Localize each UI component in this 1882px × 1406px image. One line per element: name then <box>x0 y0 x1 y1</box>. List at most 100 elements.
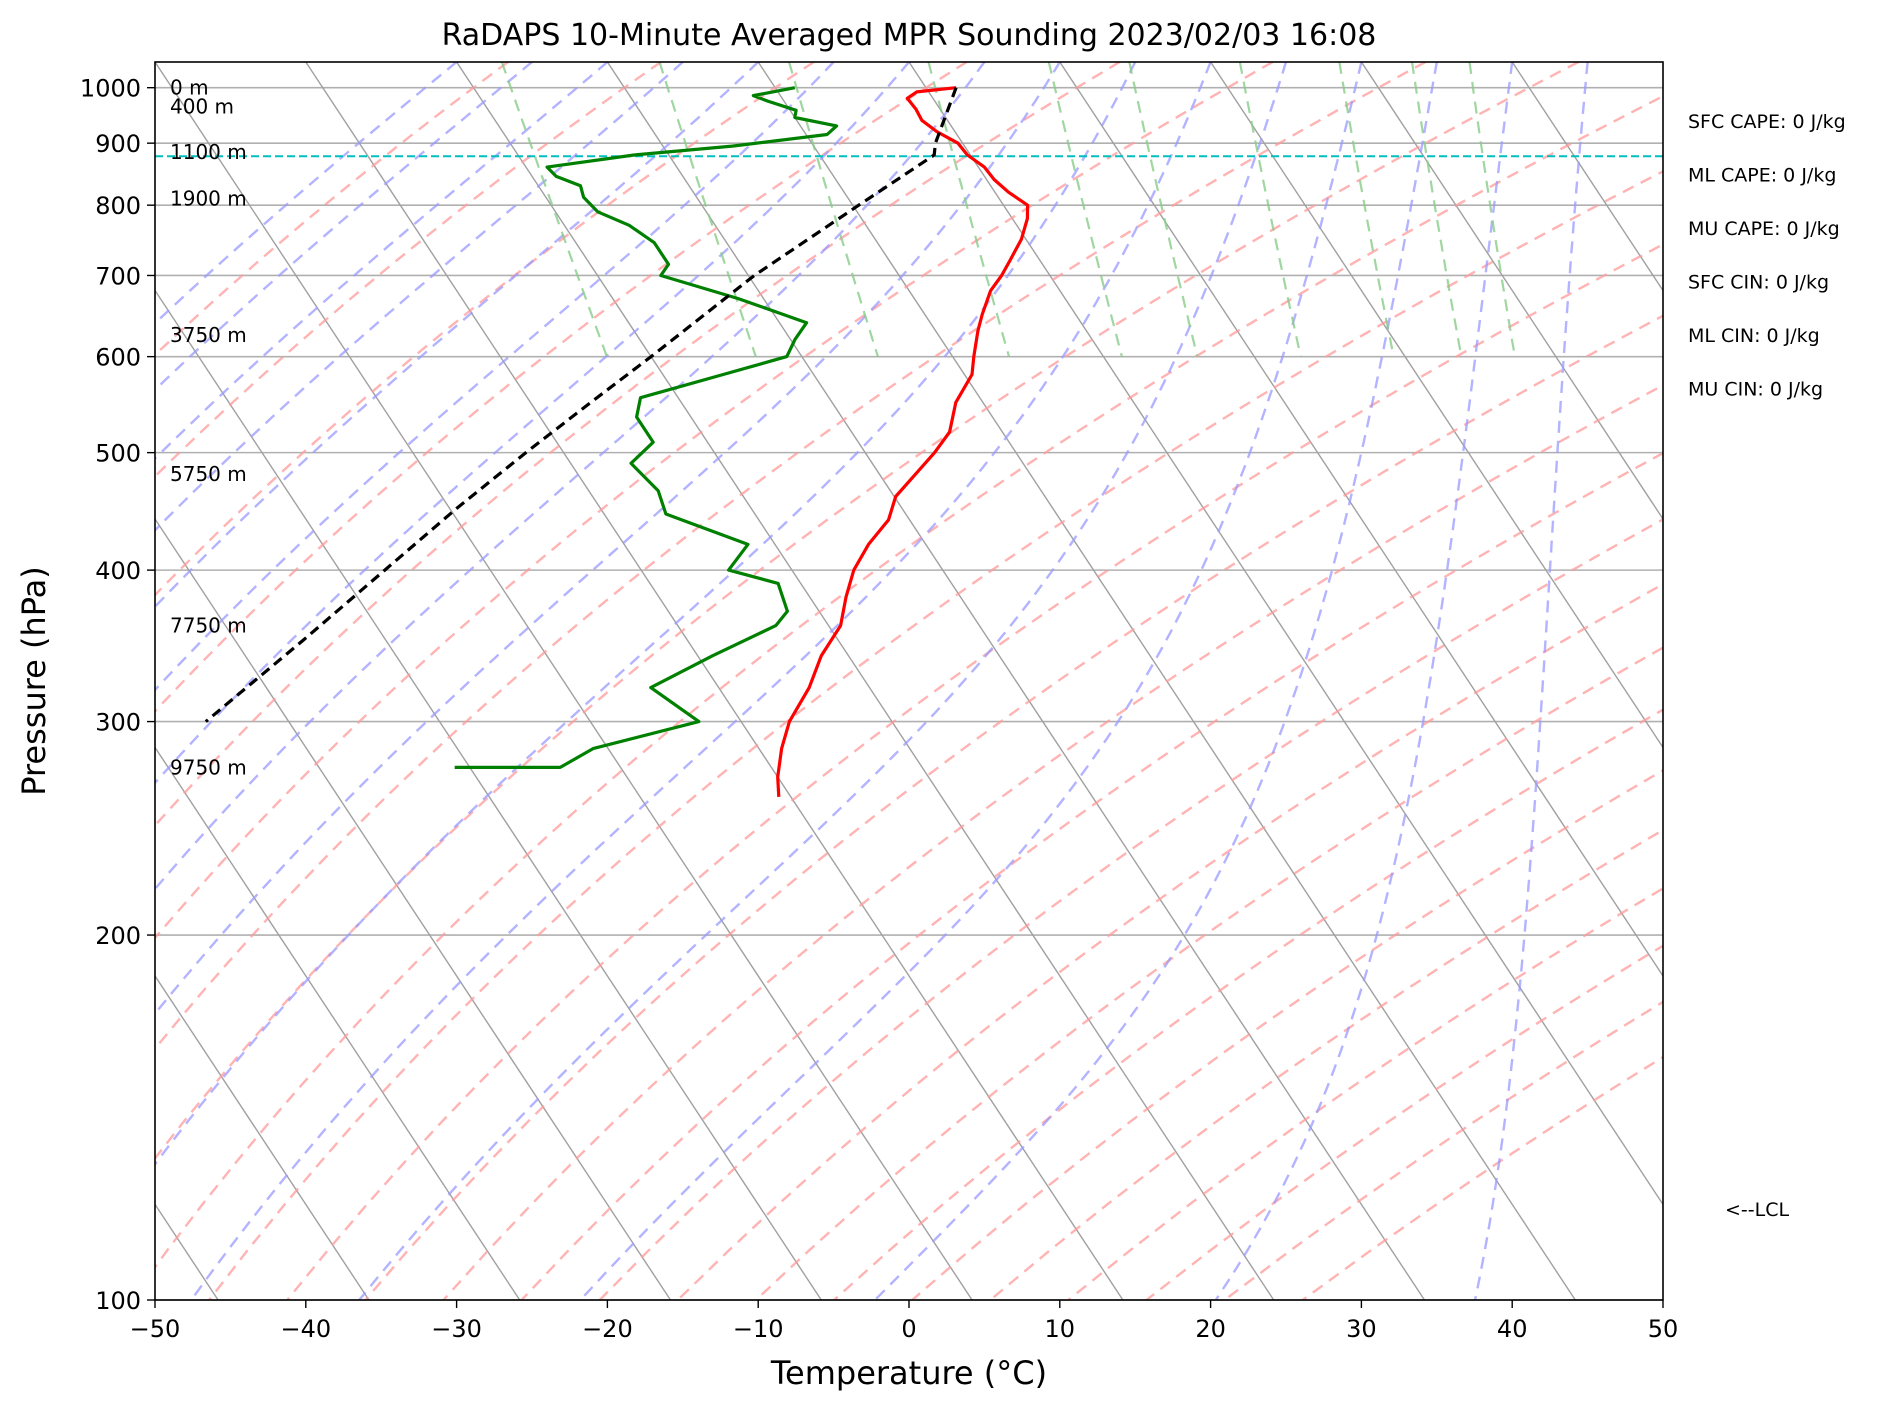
height-label: 7750 m <box>170 614 247 638</box>
dry-adiabat-line <box>155 62 968 714</box>
x-tick-label: 40 <box>1497 1315 1528 1343</box>
x-tick-label: 0 <box>901 1315 916 1343</box>
parameter-label: SFC CAPE: 0 J/kg <box>1688 111 1846 133</box>
y-tick-label: 200 <box>95 922 141 950</box>
mixing-ratio-line <box>1238 62 1302 357</box>
temperature-line <box>776 86 1030 797</box>
y-tick-label: 700 <box>95 262 141 290</box>
parameter-label: MU CIN: 0 J/kg <box>1688 379 1823 401</box>
x-tick-label: 20 <box>1195 1315 1226 1343</box>
height-label: 1100 m <box>170 140 247 164</box>
dry-adiabat-line <box>1223 1000 1663 1300</box>
ticks-layer: −50 −40 −30 −20 −10 0 10 20 30 40 50 100 200 300 400 50… <box>80 75 1678 1343</box>
isotherm-line <box>1360 62 1663 521</box>
parcel-line <box>204 87 958 723</box>
dewpoint-line <box>454 86 839 769</box>
mixing-ratio-line <box>1468 62 1516 357</box>
dry-adiabat-line <box>833 708 1663 1300</box>
x-tick-label: −50 <box>130 1315 181 1343</box>
dry-adiabat-line <box>155 62 1580 1161</box>
moist-adiabat-line <box>155 62 835 692</box>
plot-frame <box>154 61 1664 1301</box>
moist-adiabat-line <box>1473 62 1589 1300</box>
x-axis-label: Temperature (°C) <box>770 1354 1047 1392</box>
isotherm-line <box>155 62 973 1300</box>
x-tick-label: −40 <box>280 1315 331 1343</box>
dry-adiabat-line <box>1145 944 1663 1300</box>
lcl-label: <--LCL <box>1725 1199 1789 1221</box>
moist-adiabat-line <box>1214 62 1514 1300</box>
profile-layer <box>204 86 1030 797</box>
isotherm-line <box>155 289 822 1300</box>
isotherm-line <box>155 746 521 1300</box>
parameter-label: MU CAPE: 0 J/kg <box>1688 218 1840 240</box>
isotherm-line <box>606 62 1426 1300</box>
height-label: 400 m <box>170 94 234 118</box>
grid-layer <box>155 86 1663 1301</box>
x-tick-label: 30 <box>1346 1315 1377 1343</box>
parameter-label: ML CAPE: 0 J/kg <box>1688 165 1836 187</box>
isotherm-line <box>908 62 1663 1206</box>
isotherm-line <box>155 974 370 1300</box>
x-tick-label: −10 <box>733 1315 784 1343</box>
dry-adiabat-line <box>911 769 1663 1300</box>
y-axis-label: Pressure (hPa) <box>15 566 53 796</box>
dry-adiabat-line <box>155 62 1274 940</box>
x-tick-label: −30 <box>431 1315 482 1343</box>
height-label: 9750 m <box>170 755 247 779</box>
isotherm-line <box>155 517 672 1300</box>
dry-adiabat-line <box>286 243 1663 1300</box>
mixing-ratio-line <box>927 62 1011 357</box>
mixing-ratio-line <box>1338 62 1395 357</box>
moist-adiabat-line <box>155 62 684 532</box>
moist-adiabat-line <box>579 62 1363 1300</box>
x-tick-label: −20 <box>582 1315 633 1343</box>
chart-title: RaDAPS 10-Minute Averaged MPR Sounding 2… <box>442 18 1377 53</box>
mixing-ratio-line <box>500 62 608 357</box>
dry-adiabat-line <box>598 517 1663 1300</box>
isotherm-line <box>1210 62 1663 749</box>
dry-adiabat-line <box>1301 1055 1663 1300</box>
dry-adiabat-line <box>155 62 815 597</box>
parameter-labels: SFC CAPE: 0 J/kg ML CAPE: 0 J/kg MU CAPE: … <box>1688 111 1846 401</box>
dry-adiabat-line <box>155 62 662 479</box>
moist-adiabat-line <box>155 62 609 461</box>
isotherm-line <box>1059 62 1663 978</box>
x-tick-label: 10 <box>1045 1315 1076 1343</box>
dry-adiabat-line <box>520 451 1663 1300</box>
dry-adiabat-line <box>676 582 1663 1300</box>
dry-adiabat-line <box>755 646 1663 1300</box>
dry-adiabat-line <box>155 62 509 357</box>
background-lines <box>155 62 1663 1300</box>
y-tick-label: 500 <box>95 440 141 468</box>
y-tick-label: 600 <box>95 344 141 372</box>
mixing-ratio-line <box>1128 62 1199 357</box>
moist-adiabat-line <box>155 62 1061 1016</box>
dry-adiabat-line <box>208 170 1663 1300</box>
y-tick-label: 1000 <box>80 75 141 103</box>
dry-adiabat-line <box>155 62 1121 828</box>
x-tick-label: 50 <box>1648 1315 1679 1343</box>
mixing-ratio-line <box>1047 62 1123 357</box>
isotherm-line <box>305 62 1124 1300</box>
y-tick-label: 100 <box>95 1287 141 1315</box>
moist-adiabat-line <box>155 62 986 891</box>
height-label: 0 m <box>170 76 209 100</box>
y-tick-label: 800 <box>95 192 141 220</box>
parameter-label: ML CIN: 0 J/kg <box>1688 325 1820 347</box>
moist-adiabat-line <box>155 62 760 609</box>
dry-adiabat-line <box>155 62 1427 1051</box>
y-tick-label: 900 <box>95 130 141 158</box>
moist-adiabat-line <box>155 62 910 785</box>
mixing-ratio-line <box>1410 62 1463 357</box>
dry-adiabat-line <box>989 828 1663 1300</box>
mixing-ratio-line <box>787 62 879 357</box>
mixing-ratio-line <box>658 62 757 357</box>
y-tick-label: 300 <box>95 709 141 737</box>
height-label: 5750 m <box>170 462 247 486</box>
isotherm-line <box>1662 62 1663 64</box>
dry-adiabat-line <box>155 94 1663 1270</box>
parameter-label: SFC CIN: 0 J/kg <box>1688 272 1829 294</box>
moist-adiabat-line <box>155 62 1137 1167</box>
